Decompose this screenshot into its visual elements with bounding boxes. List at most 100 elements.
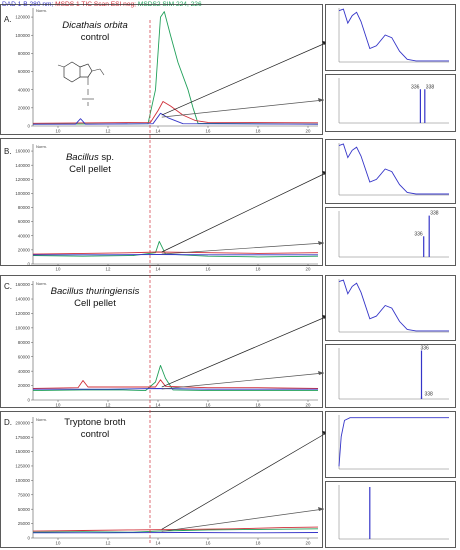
ms-spectrum-frame — [325, 481, 456, 548]
y-unit-label: Norm. — [36, 417, 47, 422]
ms-peak-label: 336 — [411, 84, 420, 90]
y-unit-label: Norm. — [36, 8, 47, 13]
y-tick-label: 100000 — [15, 325, 30, 330]
ms-arrow — [161, 99, 325, 118]
ms-spectrum-frame — [325, 74, 456, 132]
y-tick-label: 100000 — [15, 33, 30, 38]
x-tick-label: 20 — [306, 129, 311, 134]
x-tick-label: 14 — [156, 541, 161, 546]
y-tick-label: 60000 — [18, 69, 31, 74]
uv-arrow — [161, 171, 329, 253]
x-tick-label: 16 — [206, 129, 211, 134]
spectra-a: 336 338 — [325, 4, 456, 132]
x-tick-label: 10 — [56, 403, 61, 408]
panel-d-name2: control — [80, 429, 110, 440]
ms-arrow — [161, 372, 325, 390]
y-tick-label: 175000 — [15, 435, 30, 440]
x-tick-label: 12 — [106, 541, 111, 546]
y-tick-label: 40000 — [18, 87, 31, 92]
x-tick-label: 14 — [156, 403, 161, 408]
y-tick-label: 100000 — [15, 191, 30, 196]
chromatogram-panel-c: 160000 140000 120000 100000 80000 60000 40000 2… — [0, 275, 329, 408]
panel-a-letter: A. — [4, 15, 12, 24]
x-tick-label: 20 — [306, 541, 311, 546]
panel-frame-d — [0, 411, 323, 548]
ms-arrow — [161, 508, 325, 532]
series-line-tic — [32, 251, 319, 255]
chemical-structure — [57, 61, 105, 106]
panel-b-name: Bacillus — [65, 152, 99, 163]
panel-c-letter: C. — [4, 282, 12, 291]
y-tick-label: 75000 — [18, 492, 31, 497]
y-tick-label: 100000 — [15, 478, 30, 483]
x-tick-label: 12 — [106, 403, 111, 408]
panel-frame-a — [0, 4, 323, 135]
y-tick-label: 40000 — [18, 233, 31, 238]
uv-spectrum-line — [338, 417, 449, 467]
ms-peak-label: 338 — [426, 84, 435, 90]
panel-b-name-suffix: sp. — [98, 152, 115, 163]
series-line-sim — [32, 364, 318, 392]
chromatogram-panel-a: 120000 100000 80000 60000 40000 20000 0 Norm. 10… — [0, 4, 329, 135]
y-tick-label: 50000 — [18, 507, 31, 512]
y-tick-label: 20000 — [18, 247, 31, 252]
x-tick-label: 10 — [56, 129, 61, 134]
series-line-tic — [32, 101, 319, 124]
series-line-sim — [32, 240, 319, 258]
ms-arrowhead — [318, 241, 324, 245]
y-tick-label: 20000 — [18, 105, 31, 110]
x-tick-label: 12 — [106, 129, 111, 134]
series-line-tic — [32, 526, 319, 532]
bond — [91, 68, 101, 72]
y-tick-label: 120000 — [15, 15, 30, 20]
panel-c-name2: Cell pellet — [74, 298, 116, 309]
ms-arrowhead — [318, 371, 324, 375]
x-tick-label: 10 — [56, 541, 61, 546]
panel-c-title: Bacillus thuringiensis Cell pellet — [30, 286, 160, 310]
uv-spectrum-line — [338, 143, 449, 195]
x-tick-label: 20 — [306, 267, 311, 272]
chromatogram-panel-b: 160000 140000 120000 100000 80000 60000 40000 2… — [0, 138, 329, 272]
panel-a-title: Dicathais orbita control — [50, 20, 140, 44]
x-tick-label: 16 — [206, 541, 211, 546]
panel-c-name: Bacillus thuringiensis — [50, 286, 140, 297]
y-tick-label: 150000 — [15, 449, 30, 454]
panel-frame-c — [0, 275, 323, 408]
panel-d-name: Tryptone broth — [64, 417, 126, 428]
y-tick-label: 0 — [28, 398, 31, 403]
y-tick-label: 40000 — [18, 369, 31, 374]
y-tick-label: 140000 — [15, 297, 30, 302]
x-tick-label: 18 — [256, 129, 261, 134]
ms-peak-label: 338 — [430, 211, 439, 217]
x-tick-label: 16 — [206, 403, 211, 408]
y-tick-label: 200000 — [15, 420, 30, 425]
panel-b-letter: B. — [4, 147, 12, 156]
bond — [99, 68, 105, 76]
spectra-c: 336 338 — [325, 275, 456, 408]
uv-spectrum-frame — [325, 4, 456, 71]
panel-a-name2: control — [80, 32, 110, 43]
y-tick-label: 0 — [28, 262, 31, 267]
ms-spectrum-frame — [325, 207, 456, 266]
benzene-ring — [63, 61, 81, 83]
ms-peak-label: 338 — [425, 391, 434, 397]
uv-spectrum-frame — [325, 411, 456, 478]
x-tick-label: 16 — [206, 267, 211, 272]
ms-arrowhead — [318, 98, 324, 102]
y-tick-label: 60000 — [18, 354, 31, 359]
y-tick-label: 60000 — [18, 219, 31, 224]
x-tick-label: 14 — [156, 267, 161, 272]
y-tick-label: 120000 — [15, 177, 30, 182]
uv-arrow — [161, 315, 329, 388]
ms-peak-label: 336 — [421, 346, 430, 352]
y-tick-label: 120000 — [15, 311, 30, 316]
ms-peak-label: 336 — [414, 231, 423, 237]
x-tick-label: 12 — [106, 267, 111, 272]
uv-arrow — [161, 41, 329, 116]
y-unit-label: Norm. — [36, 144, 47, 149]
series-line-sim — [32, 528, 319, 533]
series-line-dad — [33, 388, 318, 390]
ms-arrow — [161, 242, 325, 255]
y-tick-label: 80000 — [18, 51, 31, 56]
